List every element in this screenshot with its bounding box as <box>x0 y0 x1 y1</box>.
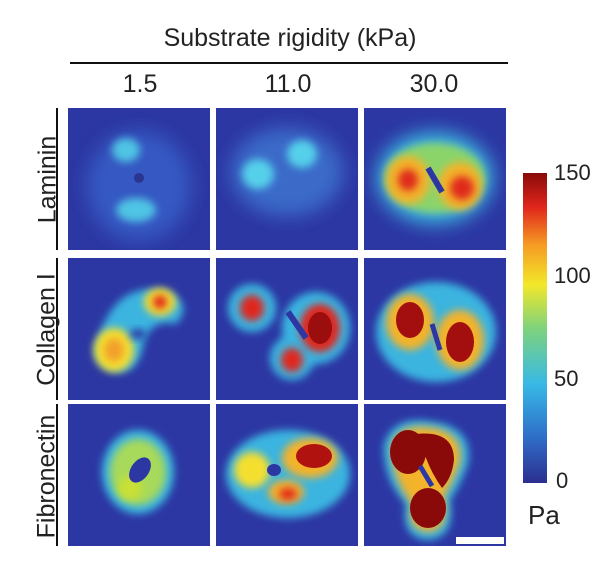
traction-map-laminin-30-0 <box>364 108 506 250</box>
scale-bar <box>456 537 504 544</box>
row-rule-3 <box>56 404 58 546</box>
traction-map-fibronectin-30-0 <box>364 404 506 546</box>
colorbar-unit: Pa <box>528 500 560 530</box>
row-rule-2 <box>56 258 58 400</box>
row-label-fibronectin: Fibronectin <box>32 414 61 539</box>
traction-map-laminin-11-0 <box>216 108 358 250</box>
colorbar <box>523 173 547 483</box>
colorbar-tick-50: 50 <box>554 366 579 391</box>
column-label-1: 1.5 <box>122 70 158 98</box>
traction-map-collagen-1-5 <box>68 258 210 400</box>
figure-title: Substrate rigidity (kPa) <box>163 24 417 52</box>
row-rule-1 <box>56 108 58 250</box>
title-rule <box>70 62 508 64</box>
traction-map-fibronectin-1-5 <box>68 404 210 546</box>
colorbar-tick-100: 100 <box>554 263 591 288</box>
traction-map-laminin-1-5 <box>68 108 210 250</box>
row-label-laminin: Laminin <box>33 135 62 224</box>
traction-map-collagen-30-0 <box>364 258 506 400</box>
column-label-2: 11.0 <box>264 70 312 98</box>
traction-map-fibronectin-11-0 <box>216 404 358 546</box>
traction-map-collagen-11-0 <box>216 258 358 400</box>
column-label-3: 30.0 <box>409 70 459 98</box>
colorbar-tick-150: 150 <box>554 160 591 185</box>
row-label-collagen: Collagen I <box>32 273 61 386</box>
colorbar-tick-0: 0 <box>556 468 569 493</box>
